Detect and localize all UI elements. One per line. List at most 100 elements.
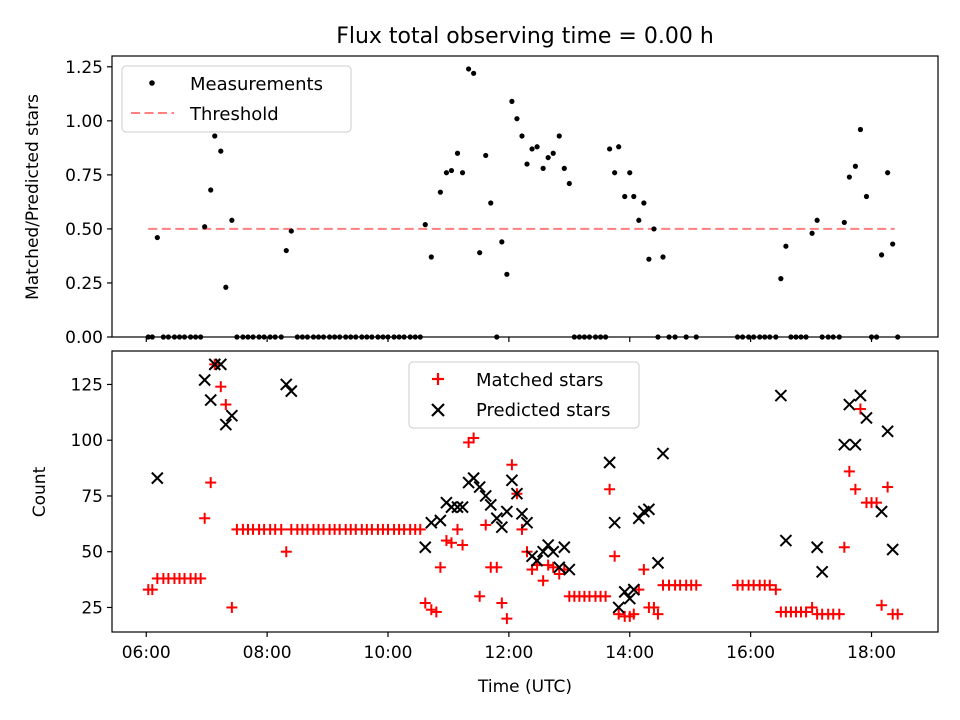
measurement-point xyxy=(443,170,450,176)
measurement-point xyxy=(294,334,300,340)
measurement-point xyxy=(655,334,661,340)
ratio-y-tick-label: 1.00 xyxy=(65,112,103,132)
measurement-point xyxy=(465,66,472,72)
matched-star-point xyxy=(892,608,904,620)
matched-star-point xyxy=(648,601,660,613)
measurement-point xyxy=(863,193,870,200)
measurement-point xyxy=(353,334,359,340)
matched-stars-series xyxy=(142,358,904,625)
ratio-y-tick-label: 1.25 xyxy=(65,58,103,78)
measurement-point xyxy=(830,334,836,340)
matched-star-point xyxy=(843,465,855,477)
count-y-axis: 25 50 75 100 125 xyxy=(71,375,112,618)
predicted-star-point xyxy=(608,516,621,529)
measurement-point xyxy=(267,334,273,340)
matched-star-point xyxy=(652,608,664,620)
measurement-point xyxy=(229,217,235,223)
predicted-star-point xyxy=(495,520,509,534)
predicted-star-point xyxy=(484,498,497,512)
matched-star-point xyxy=(419,597,431,609)
measurement-point xyxy=(154,234,160,241)
measurement-point xyxy=(283,247,289,254)
measurement-point xyxy=(846,174,852,180)
matched-star-point xyxy=(690,579,702,591)
measurement-point xyxy=(176,334,183,340)
measurement-point xyxy=(343,334,349,340)
matched-star-point xyxy=(800,606,812,618)
predicted-star-point xyxy=(875,505,888,518)
measurement-point xyxy=(602,334,609,340)
predicted-star-point xyxy=(642,503,656,516)
matched-star-point xyxy=(613,608,625,620)
measurement-point xyxy=(693,334,699,340)
predicted-star-point xyxy=(214,358,227,371)
predicted-stars-series xyxy=(151,358,899,614)
count-x-axis: 06:00 08:00 10:00 12:00 14:00 16:00 18:00 xyxy=(122,632,896,663)
ratio-y-tick-label: 0.75 xyxy=(65,166,103,186)
matched-star-point xyxy=(430,606,442,618)
measurement-point xyxy=(819,334,825,340)
predicted-star-point xyxy=(838,438,851,451)
measurement-point xyxy=(299,334,305,340)
legend-marker-measurements xyxy=(149,80,155,86)
ratio-y-tick-label: 0.00 xyxy=(65,328,103,348)
measurement-point xyxy=(187,334,194,340)
measurement-point xyxy=(545,154,551,161)
ratio-y-tick-label: 0.25 xyxy=(65,274,103,294)
legend-marker-matched xyxy=(432,373,444,385)
matched-star-point xyxy=(876,599,888,611)
predicted-star-point xyxy=(536,545,550,558)
measurement-point xyxy=(315,334,322,340)
measurement-point xyxy=(477,250,483,256)
measurement-point xyxy=(256,334,262,340)
measurements-series xyxy=(145,66,901,340)
matched-star-point xyxy=(854,403,866,415)
matched-star-point xyxy=(833,608,845,620)
measurement-point xyxy=(459,170,466,176)
count-y-tick-label: 125 xyxy=(71,375,103,395)
measurement-point xyxy=(868,334,875,340)
measurement-point xyxy=(809,230,815,236)
measurement-point xyxy=(739,334,746,340)
matched-star-point xyxy=(542,559,554,571)
predicted-star-point xyxy=(558,541,571,554)
measurement-point xyxy=(385,334,391,340)
count-x-label: Time (UTC) xyxy=(477,677,572,697)
measurement-point xyxy=(288,228,294,234)
measurement-point xyxy=(793,334,799,340)
measurement-point xyxy=(592,334,599,340)
matched-star-point xyxy=(849,483,861,495)
matched-star-point xyxy=(452,523,464,535)
measurement-point xyxy=(773,334,779,340)
matched-star-point xyxy=(838,541,850,553)
count-legend: Matched stars Predicted stars xyxy=(408,361,640,429)
ratio-y-axis: 0.00 0.25 0.50 0.75 1.00 1.25 xyxy=(65,58,112,348)
measurement-point xyxy=(304,334,311,340)
measurement-point xyxy=(278,334,284,340)
matched-star-point xyxy=(468,432,480,444)
count-x-tick-label: 06:00 xyxy=(122,643,171,663)
measurement-point xyxy=(171,334,178,340)
predicted-star-point xyxy=(456,500,469,514)
matched-star-point xyxy=(205,477,217,489)
matched-star-point xyxy=(491,561,503,573)
measurement-point xyxy=(359,334,365,340)
count-y-tick-label: 50 xyxy=(81,543,103,563)
measurement-point xyxy=(454,150,461,156)
measurement-point xyxy=(788,334,794,340)
measurement-point xyxy=(380,334,386,340)
predicted-star-point xyxy=(505,474,519,487)
measurement-point xyxy=(873,334,880,340)
measurement-point xyxy=(165,334,172,340)
measurement-point xyxy=(836,334,842,340)
measurement-point xyxy=(612,170,618,176)
measurement-point xyxy=(734,334,741,340)
count-x-tick-label: 12:00 xyxy=(484,643,533,663)
legend-marker-predicted xyxy=(431,403,445,417)
predicted-star-point xyxy=(815,565,829,578)
measurement-point xyxy=(202,224,208,230)
measurement-point xyxy=(504,271,510,277)
measurement-point xyxy=(550,150,556,156)
predicted-star-point xyxy=(219,418,233,431)
matched-star-point xyxy=(806,601,818,613)
